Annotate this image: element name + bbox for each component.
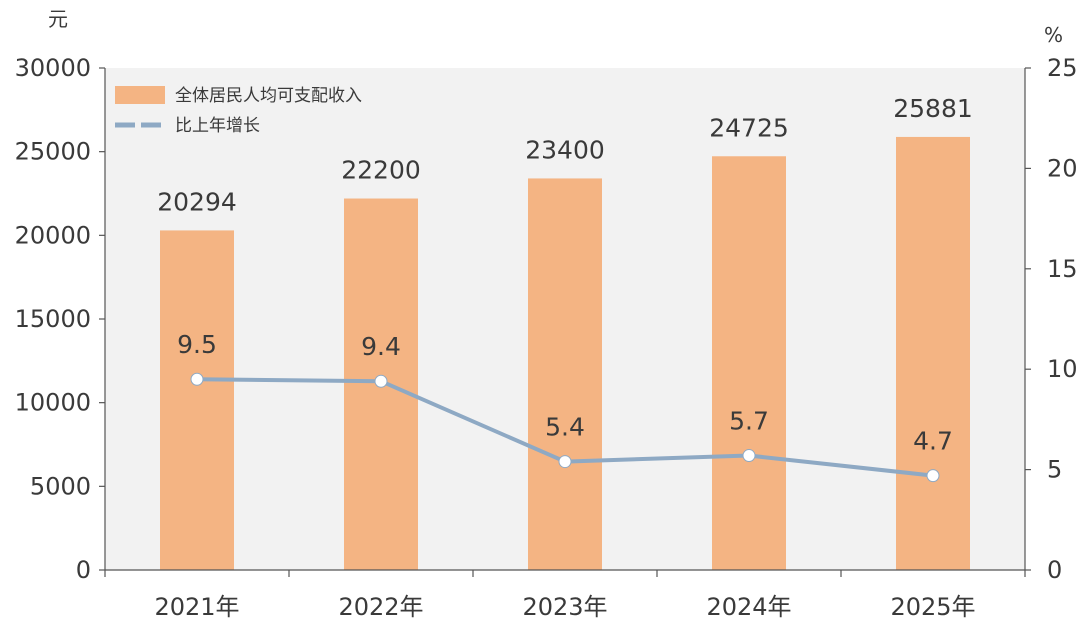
- growth-point: [190, 372, 204, 386]
- left-tick-label: 15000: [15, 305, 91, 333]
- left-tick-label: 5000: [30, 472, 91, 500]
- left-tick-label: 0: [76, 556, 91, 584]
- bar-value-label: 25881: [893, 94, 973, 123]
- left-tick-label: 30000: [15, 54, 91, 82]
- income-bar: [528, 178, 602, 570]
- growth-point: [558, 455, 572, 469]
- income-bar: [896, 136, 970, 570]
- right-axis-unit: %: [1044, 23, 1063, 47]
- bar-value-label: 23400: [525, 135, 605, 164]
- right-tick-label: 5: [1047, 456, 1062, 484]
- legend-label-line: 比上年增长: [175, 116, 260, 136]
- x-tick-label: 2021年: [154, 593, 239, 621]
- x-tick-label: 2024年: [706, 593, 791, 621]
- right-tick-label: 25: [1047, 54, 1078, 82]
- left-axis-unit: 元: [48, 7, 68, 31]
- right-tick-label: 20: [1047, 154, 1078, 182]
- income-bar: [160, 230, 234, 570]
- left-tick-label: 10000: [15, 389, 91, 417]
- growth-value-label: 9.4: [361, 332, 401, 361]
- x-tick-label: 2025年: [890, 593, 975, 621]
- bar-value-label: 20294: [157, 187, 237, 216]
- left-tick-label: 20000: [15, 221, 91, 249]
- income-bar: [712, 156, 786, 571]
- right-tick-label: 0: [1047, 556, 1062, 584]
- growth-point: [374, 374, 388, 388]
- growth-point: [926, 469, 940, 483]
- growth-value-label: 5.4: [545, 413, 585, 442]
- right-tick-label: 10: [1047, 355, 1078, 383]
- legend-label-bar: 全体居民人均可支配收入: [175, 86, 362, 106]
- growth-value-label: 5.7: [729, 407, 769, 436]
- growth-value-label: 4.7: [913, 427, 953, 456]
- growth-value-label: 9.5: [177, 330, 217, 359]
- right-tick-label: 15: [1047, 255, 1078, 283]
- bar-value-label: 24725: [709, 113, 789, 142]
- growth-point: [742, 449, 756, 463]
- bar-value-label: 22200: [341, 156, 421, 185]
- legend: 全体居民人均可支配收入 比上年增长: [115, 86, 362, 136]
- x-tick-label: 2023年: [522, 593, 607, 621]
- left-tick-label: 25000: [15, 138, 91, 166]
- legend-swatch-bar: [115, 86, 165, 104]
- x-tick-label: 2022年: [338, 593, 423, 621]
